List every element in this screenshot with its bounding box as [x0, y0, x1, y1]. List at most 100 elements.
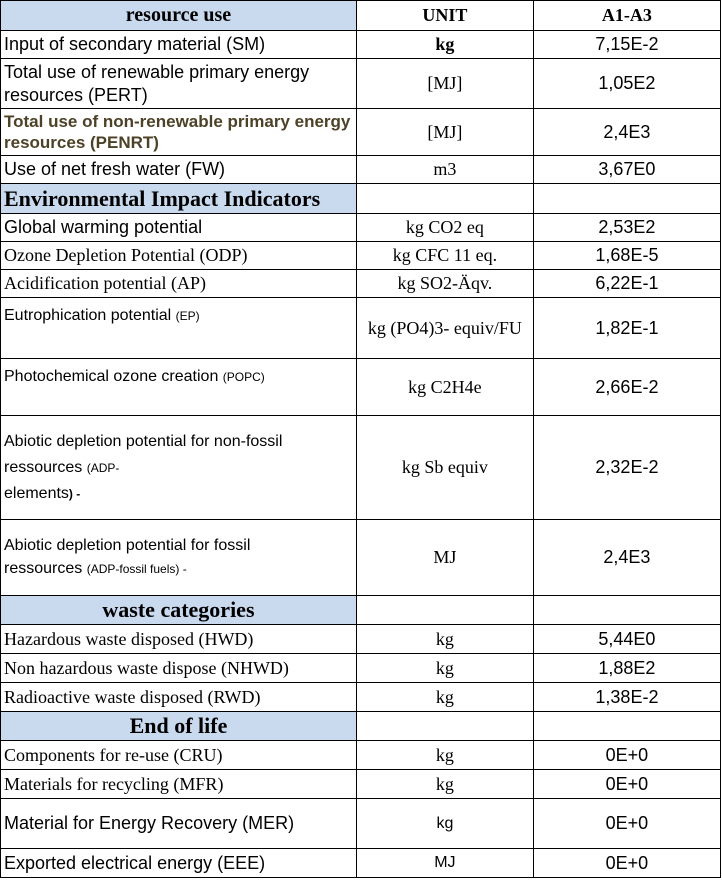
- label-line3a: elements: [4, 484, 69, 502]
- table-row: Materials for recycling (MFR) kg 0E+0: [0, 769, 722, 799]
- row-unit: MJ: [355, 519, 534, 596]
- table-row: Photochemical ozone creation (POPC) kg C…: [0, 358, 722, 416]
- section-waste-title: waste categories: [0, 595, 357, 625]
- row-unit: kg: [355, 30, 534, 59]
- label-line2: ressources (ADP-: [4, 455, 353, 481]
- row-label: Photochemical ozone creation (POPC): [0, 358, 357, 416]
- table-row: Input of secondary material (SM) kg 7,15…: [0, 30, 722, 59]
- table-row: Material for Energy Recovery (MER) kg 0E…: [0, 798, 722, 849]
- table-row: Exported electrical energy (EEE) MJ 0E+0: [0, 848, 722, 878]
- row-label: Abiotic depletion potential for non-foss…: [0, 415, 357, 520]
- blank-cell: [355, 183, 534, 214]
- table-row: Use of net fresh water (FW) m3 3,67E0: [0, 155, 722, 184]
- row-value: 5,44E0: [532, 624, 722, 654]
- row-label: Global warming potential: [0, 213, 357, 242]
- row-label: Use of net fresh water (FW): [0, 155, 357, 184]
- row-unit: kg CFC 11 eq.: [355, 241, 534, 270]
- row-unit: kg: [355, 624, 534, 654]
- header-unit: UNIT: [355, 0, 534, 31]
- table-row: Hazardous waste disposed (HWD) kg 5,44E0: [0, 624, 722, 654]
- blank-cell: [532, 183, 722, 214]
- row-value: 0E+0: [532, 798, 722, 849]
- section-eol-title: End of life: [0, 711, 357, 741]
- row-value: 1,38E-2: [532, 682, 722, 712]
- table-row: Total use of non-renewable primary energ…: [0, 108, 722, 156]
- label-line1: Abiotic depletion potential for non-foss…: [4, 432, 283, 450]
- row-value: 1,82E-1: [532, 297, 722, 359]
- row-label: Ozone Depletion Potential (ODP): [0, 241, 357, 270]
- row-unit: kg: [355, 653, 534, 683]
- blank-cell: [355, 711, 534, 741]
- row-label: Hazardous waste disposed (HWD): [0, 624, 357, 654]
- label-line2a: ressources: [4, 560, 87, 577]
- row-label: Abiotic depletion potential for fossil r…: [0, 519, 357, 596]
- section-env-title: Environmental Impact Indicators: [0, 183, 357, 214]
- table-row: Acidification potential (AP) kg SO2-Äqv.…: [0, 269, 722, 298]
- row-unit: kg Sb equiv: [355, 415, 534, 520]
- section-row: Environmental Impact Indicators: [0, 183, 722, 214]
- row-value: 1,68E-5: [532, 241, 722, 270]
- label-line3b: ) -: [68, 486, 81, 501]
- section-row: End of life: [0, 711, 722, 741]
- table-row: Abiotic depletion potential for non-foss…: [0, 415, 722, 520]
- row-label: Radioactive waste disposed (RWD): [0, 682, 357, 712]
- row-value: 0E+0: [532, 740, 722, 770]
- row-unit: m3: [355, 155, 534, 184]
- row-value: 6,22E-1: [532, 269, 722, 298]
- row-unit: kg: [355, 682, 534, 712]
- row-unit: [MJ]: [355, 108, 534, 156]
- row-value: 0E+0: [532, 769, 722, 799]
- blank-cell: [532, 711, 722, 741]
- row-unit: MJ: [355, 848, 534, 878]
- row-unit: kg SO2-Äqv.: [355, 269, 534, 298]
- row-unit: kg: [355, 798, 534, 849]
- row-label: Input of secondary material (SM): [0, 30, 357, 59]
- row-value: 1,05E2: [532, 58, 722, 109]
- row-label: Total use of renewable primary energy re…: [0, 58, 357, 109]
- label-main: Eutrophication potential: [4, 307, 176, 324]
- label-line3: elements) -: [4, 481, 353, 507]
- row-value: 2,4E3: [532, 519, 722, 596]
- table-row: Radioactive waste disposed (RWD) kg 1,38…: [0, 682, 722, 712]
- row-label: Materials for recycling (MFR): [0, 769, 357, 799]
- table-row: Total use of renewable primary energy re…: [0, 58, 722, 109]
- blank-cell: [355, 595, 534, 625]
- row-unit: kg (PO4)3- equiv/FU: [355, 297, 534, 359]
- row-label: Material for Energy Recovery (MER): [0, 798, 357, 849]
- row-value: 7,15E-2: [532, 30, 722, 59]
- table-row: Ozone Depletion Potential (ODP) kg CFC 1…: [0, 241, 722, 270]
- row-value: 2,32E-2: [532, 415, 722, 520]
- row-value: 2,66E-2: [532, 358, 722, 416]
- table-row: Components for re-use (CRU) kg 0E+0: [0, 740, 722, 770]
- table-row: Abiotic depletion potential for fossil r…: [0, 519, 722, 596]
- label-line2a: ressources: [4, 458, 87, 476]
- label-line1: Abiotic depletion potential for fossil: [4, 537, 251, 554]
- label-sub: (EP): [175, 309, 200, 323]
- row-unit: [MJ]: [355, 58, 534, 109]
- row-value: 2,53E2: [532, 213, 722, 242]
- row-label: Non hazardous waste dispose (NHWD): [0, 653, 357, 683]
- table-row: Eutrophication potential (EP) kg (PO4)3-…: [0, 297, 722, 359]
- row-label: Eutrophication potential (EP): [0, 297, 357, 359]
- label-line2b: (ADP-fossil fuels) -: [86, 562, 187, 576]
- section-row: waste categories: [0, 595, 722, 625]
- row-unit: kg: [355, 769, 534, 799]
- row-unit: kg CO2 eq: [355, 213, 534, 242]
- table-row: Non hazardous waste dispose (NHWD) kg 1,…: [0, 653, 722, 683]
- label-sub: (POPC): [222, 370, 265, 384]
- header-resource-use: resource use: [0, 0, 357, 31]
- row-unit: kg: [355, 740, 534, 770]
- label-line2: ressources (ADP-fossil fuels) -: [4, 557, 353, 581]
- row-label: Acidification potential (AP): [0, 269, 357, 298]
- header-a1-a3: A1-A3: [532, 0, 722, 31]
- row-value: 0E+0: [532, 848, 722, 878]
- row-label: Exported electrical energy (EEE): [0, 848, 357, 878]
- row-value: 1,88E2: [532, 653, 722, 683]
- label-main: Photochemical ozone creation: [4, 368, 223, 385]
- blank-cell: [532, 595, 722, 625]
- row-value: 3,67E0: [532, 155, 722, 184]
- label-line2b: (ADP-: [86, 460, 120, 475]
- table-row: Global warming potential kg CO2 eq 2,53E…: [0, 213, 722, 242]
- row-label: Total use of non-renewable primary energ…: [0, 108, 357, 156]
